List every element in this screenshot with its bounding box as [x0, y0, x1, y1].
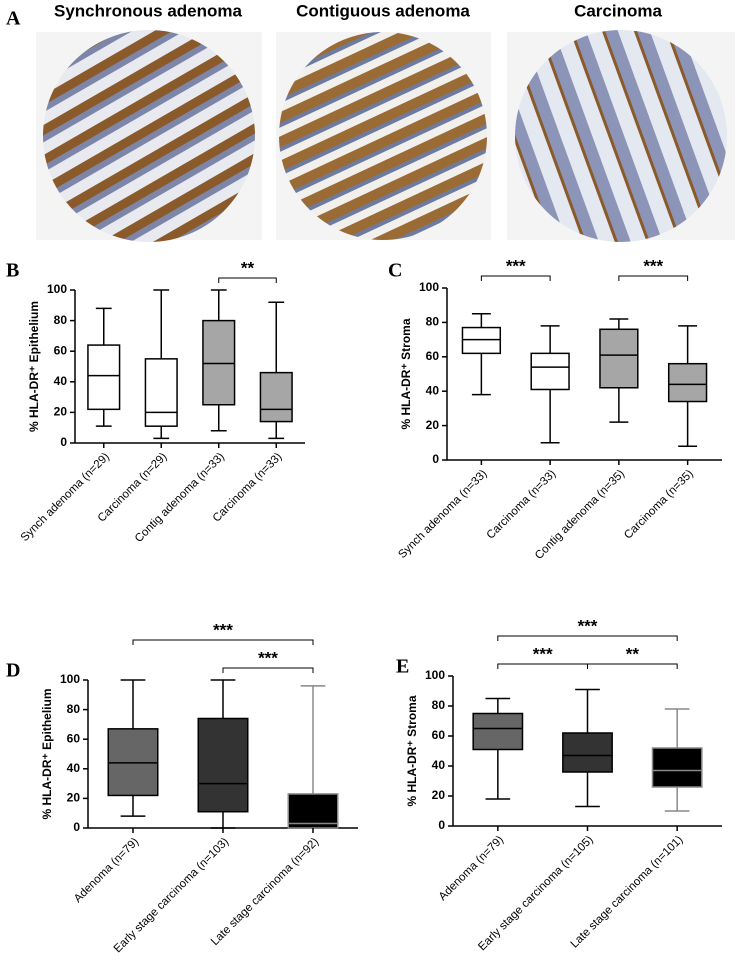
box: [667, 362, 708, 403]
panel-letter: B: [6, 260, 19, 282]
y-tick-label: 80: [54, 313, 68, 327]
significance-bracket: [480, 275, 551, 281]
y-axis-label: % HLA-DR⁺ Epithelium: [40, 689, 54, 820]
box: [461, 326, 502, 355]
significance-label: ***: [213, 620, 233, 639]
image-label: Carcinoma: [574, 1, 662, 20]
box: [144, 358, 178, 427]
y-tick-label: 0: [73, 820, 80, 834]
y-tick-label: 40: [54, 374, 68, 388]
y-tick-label: 0: [432, 452, 439, 466]
panel-letter: D: [6, 660, 20, 682]
y-tick-label: 40: [67, 761, 81, 775]
y-tick-label: 20: [426, 418, 440, 432]
panel-letter: E: [396, 656, 409, 678]
box: [259, 371, 293, 423]
image-label: Synchronous adenoma: [54, 1, 243, 20]
panel-letter: C: [388, 260, 402, 282]
significance-label: ***: [643, 256, 663, 275]
y-tick-label: 80: [426, 315, 440, 329]
y-axis-label: % HLA-DR⁺ Epithelium: [27, 301, 41, 432]
x-tick-label: Adenoma (n=79): [437, 834, 506, 903]
y-tick-label: 20: [432, 788, 446, 802]
y-tick-label: 60: [54, 343, 68, 357]
box: [562, 732, 613, 773]
y-tick-label: 60: [426, 349, 440, 363]
y-tick-label: 60: [432, 728, 446, 742]
x-tick-label: Carcinoma (n=35): [622, 468, 696, 542]
box: [472, 712, 524, 751]
y-tick-label: 80: [67, 702, 81, 716]
tissue-image: [507, 30, 735, 242]
x-tick-label: Synch adenoma (n=33): [396, 468, 489, 561]
y-tick-label: 0: [438, 818, 445, 832]
image-label: Contiguous adenoma: [296, 1, 470, 20]
box: [599, 328, 639, 389]
x-tick-label: Carcinoma (n=33): [485, 468, 559, 542]
y-tick-label: 100: [47, 282, 67, 296]
y-axis-label: % HLA-DR⁺ Stroma: [399, 318, 413, 429]
significance-bracket: [587, 663, 678, 669]
significance-bracket: [497, 663, 588, 669]
significance-bracket: [222, 667, 314, 673]
y-tick-label: 40: [426, 383, 440, 397]
significance-label: ***: [506, 256, 526, 275]
y-tick-label: 80: [432, 698, 446, 712]
box: [202, 319, 236, 406]
tissue-image: [276, 32, 491, 240]
y-tick-label: 20: [67, 791, 81, 805]
significance-bracket: [497, 635, 678, 641]
y-axis-label: % HLA-DR⁺ Stroma: [405, 695, 419, 806]
x-tick-label: Late stage carcinoma (n=92): [209, 836, 321, 948]
x-tick-label: Adenoma (n=79): [72, 836, 141, 905]
significance-bracket: [218, 277, 277, 283]
x-tick-label: Synch adenoma (n=29): [19, 451, 112, 544]
y-tick-label: 40: [432, 758, 446, 772]
y-tick-label: 60: [67, 731, 81, 745]
y-tick-label: 100: [419, 280, 439, 294]
y-tick-label: 100: [60, 672, 80, 686]
significance-label: ***: [578, 616, 598, 635]
y-tick-label: 100: [425, 668, 445, 682]
y-tick-label: 0: [60, 435, 67, 449]
box: [87, 344, 121, 411]
significance-bracket: [132, 639, 314, 645]
significance-label: **: [626, 644, 640, 663]
significance-label: ***: [533, 644, 553, 663]
panel-letter: A: [6, 8, 21, 30]
significance-bracket: [618, 275, 689, 281]
significance-label: **: [241, 258, 255, 277]
significance-label: ***: [258, 648, 278, 667]
box: [651, 747, 703, 788]
tissue-image: [36, 30, 262, 242]
box: [197, 717, 249, 813]
y-tick-label: 20: [54, 405, 68, 419]
box: [530, 352, 570, 391]
